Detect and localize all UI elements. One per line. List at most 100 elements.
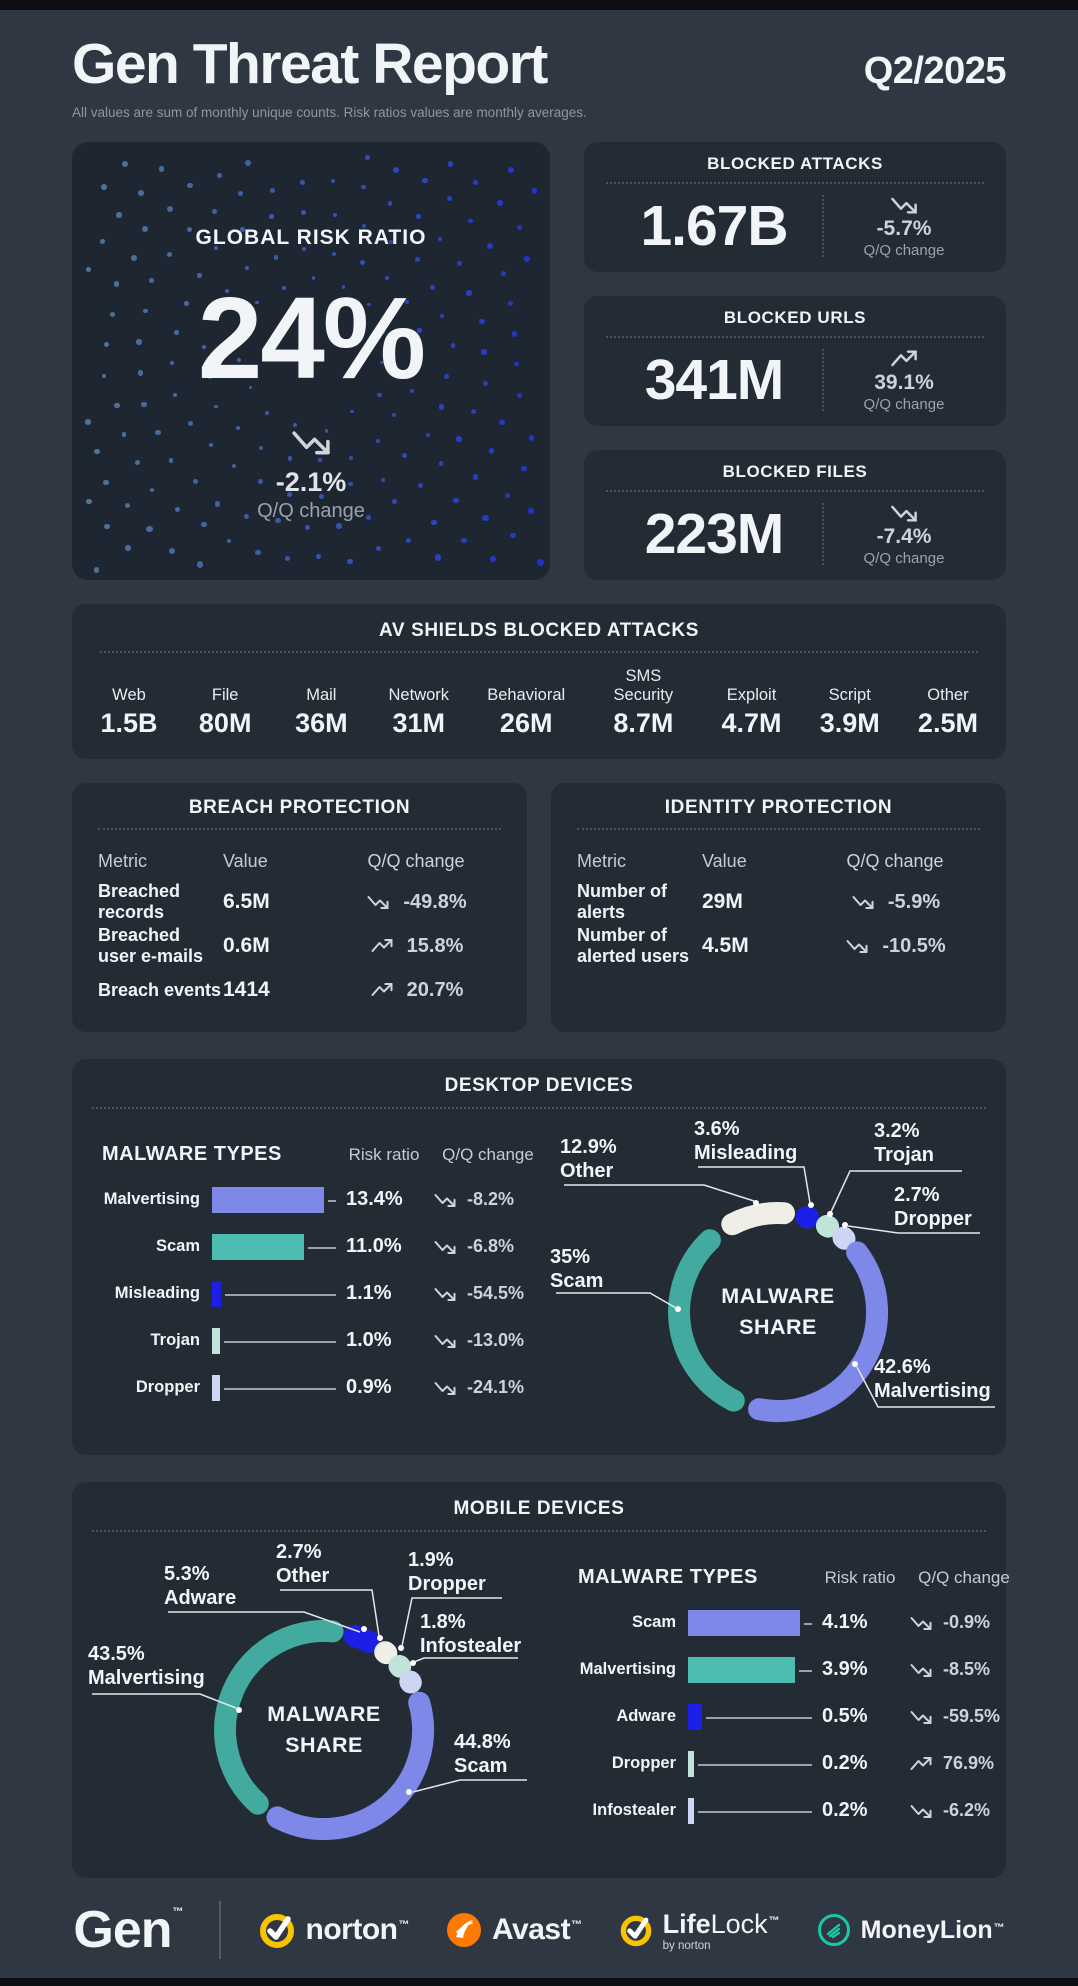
divider [98, 828, 501, 830]
av-shield-value: 2.5M [918, 708, 978, 739]
stat-card-blocked-attacks: BLOCKED ATTACKS 1.67B -5.7% Q/Q change [584, 142, 1006, 272]
bar-fill [212, 1281, 221, 1307]
trend-down-icon [288, 426, 334, 458]
metric-qq-change: 15.8% [331, 935, 501, 958]
donut-segment-other [385, 1652, 386, 1653]
bar-fill [688, 1657, 795, 1683]
lifelock-logo: Life Lock ™ by norton [618, 1909, 780, 1952]
divider [92, 1107, 986, 1109]
avast-logo: Avast ™ [445, 1911, 582, 1949]
donut-segment-adware [355, 1636, 369, 1642]
bar-leader-line [698, 1764, 812, 1766]
av-shield-other: Other 2.5M [918, 663, 978, 739]
footer-divider [219, 1901, 221, 1959]
donut-label-name: Scam [550, 1269, 603, 1293]
donut-label-name: Malvertising [88, 1666, 205, 1690]
bar-row-malvertising: Malvertising 3.9% -8.5% [560, 1646, 1006, 1693]
donut-label-other: 2.7%Other [276, 1540, 329, 1588]
qq-change-cell: -8.5% [908, 1659, 1020, 1680]
donut-label-value: 3.2% [874, 1119, 934, 1143]
stat-qq-change-value: 39.1% [874, 371, 934, 395]
stat-qq-change-label: Q/Q change [864, 242, 945, 259]
lifelock-wordmark: Life [663, 1909, 711, 1940]
stat-qq-change-label: Q/Q change [864, 396, 945, 413]
bar-track [688, 1610, 812, 1636]
callout-line-infostealer [414, 1658, 518, 1662]
bar-label: Misleading [84, 1284, 212, 1303]
donut-label-value: 3.6% [694, 1117, 797, 1141]
trend-down-icon [432, 1285, 458, 1303]
trend-down-icon [888, 502, 920, 524]
bar-fill [212, 1234, 304, 1260]
donut-label-value: 1.8% [420, 1610, 521, 1634]
callout-dot-scam [675, 1306, 681, 1312]
metric-value: 29M [702, 890, 810, 914]
bar-track [212, 1187, 336, 1213]
donut-label-name: Adware [164, 1586, 236, 1610]
footer-brands: Gen ™ norton ™ Avast ™ [72, 1900, 1006, 1986]
donut-label-name: Malvertising [874, 1379, 991, 1403]
norton-wordmark: norton [306, 1913, 398, 1947]
bar-track [212, 1234, 336, 1260]
bar-leader-line [706, 1717, 812, 1719]
risk-ratio-value: 1.1% [336, 1282, 432, 1305]
hero-section: GLOBAL RISK RATIO 24% -2.1% Q/Q change B… [72, 142, 1006, 580]
bar-leader-line [308, 1247, 336, 1249]
risk-ratio-value: 0.5% [812, 1705, 908, 1728]
bottom-edge-bar [0, 1978, 1078, 1986]
bar-leader-line [804, 1623, 812, 1625]
donut-label-name: Other [276, 1564, 329, 1588]
bar-label: Trojan [84, 1331, 212, 1350]
av-shield-label: Web [100, 663, 158, 705]
bar-row-trojan: Trojan 1.0% -13.0% [84, 1317, 542, 1364]
donut-label-value: 44.8% [454, 1730, 511, 1754]
av-shield-value: 4.7M [722, 708, 782, 739]
stat-qq-change-value: -5.7% [877, 217, 932, 241]
bar-leader-line [698, 1811, 812, 1813]
av-shield-sms-security: SMS Security 8.7M [603, 663, 683, 739]
risk-ratio-value: 11.0% [336, 1235, 432, 1258]
donut-label-other: 12.9%Other [560, 1135, 617, 1183]
page-subtitle: All values are sum of monthly unique cou… [72, 105, 587, 120]
bar-track [212, 1375, 336, 1401]
donut-label-name: Dropper [408, 1572, 486, 1596]
risk-ratio-value: 4.1% [812, 1611, 908, 1634]
donut-label-value: 12.9% [560, 1135, 617, 1159]
donut-label-value: 42.6% [874, 1355, 991, 1379]
callout-line-other [564, 1185, 754, 1201]
bar-track [688, 1657, 812, 1683]
bar-leader-line [799, 1670, 812, 1672]
av-shield-value: 8.7M [603, 708, 683, 739]
mobile-devices-title: MOBILE DEVICES [72, 1498, 1006, 1520]
table-header-row: Metric Value Q/Q change [98, 842, 501, 880]
bar-label: Scam [84, 1237, 212, 1256]
av-shield-label: Exploit [722, 663, 782, 705]
bar-row-scam: Scam 11.0% -6.8% [84, 1223, 542, 1270]
top-edge-bar [0, 0, 1078, 10]
metric-qq-change: -49.8% [331, 891, 501, 914]
stat-qq-change-label: Q/Q change [864, 550, 945, 567]
risk-card-title: GLOBAL RISK RATIO [72, 226, 550, 250]
metric-label: Breach events [98, 980, 223, 1001]
av-shield-file: File 80M [196, 663, 254, 739]
risk-ratio-value: 13.4% [336, 1188, 432, 1211]
trend-down-icon [850, 893, 876, 911]
desktop-malware-types-chart: MALWARE TYPES Risk ratio Q/Q change Malv… [72, 1115, 542, 1433]
metric-qq-change: -5.9% [810, 891, 980, 914]
bar-label: Dropper [560, 1754, 688, 1773]
bar-row-adware: Adware 0.5% -59.5% [560, 1693, 1006, 1740]
qq-change-cell: -8.2% [432, 1189, 544, 1210]
bar-fill [212, 1375, 220, 1401]
trend-down-icon [908, 1614, 934, 1632]
donut-label-malvertising: 42.6%Malvertising [874, 1355, 991, 1403]
risk-ratio-value: 0.2% [812, 1752, 908, 1775]
bar-label: Scam [560, 1613, 688, 1632]
quarter-badge: Q2/2025 [864, 50, 1006, 93]
qq-change-cell: -54.5% [432, 1283, 544, 1304]
stat-title: BLOCKED ATTACKS [606, 154, 984, 174]
av-shield-value: 26M [487, 708, 565, 739]
callout-line-malvertising [92, 1694, 236, 1708]
